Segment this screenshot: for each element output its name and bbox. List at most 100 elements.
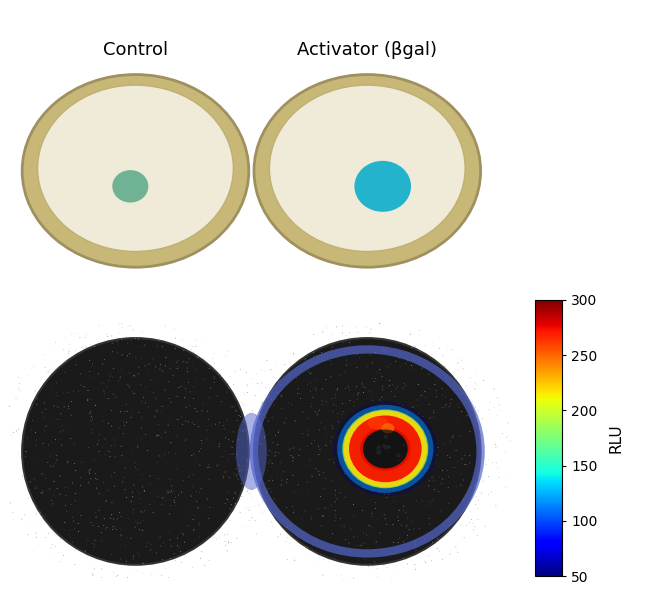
Point — [492, 410, 502, 420]
Point — [436, 479, 447, 488]
Point — [355, 425, 366, 434]
Point — [120, 541, 131, 550]
Point — [115, 554, 126, 564]
Point — [103, 419, 114, 428]
Point — [221, 350, 231, 360]
Point — [505, 436, 516, 445]
Point — [246, 489, 256, 499]
Point — [501, 433, 512, 442]
Point — [330, 490, 341, 500]
Point — [83, 478, 94, 488]
Point — [442, 451, 453, 460]
Point — [161, 321, 171, 331]
Point — [119, 421, 130, 430]
Point — [21, 437, 31, 446]
Point — [413, 401, 423, 411]
Point — [305, 379, 316, 388]
Point — [264, 392, 274, 402]
Point — [406, 361, 417, 370]
Point — [318, 571, 328, 580]
Point — [337, 543, 348, 553]
Point — [288, 456, 298, 466]
Point — [161, 495, 171, 505]
Point — [86, 406, 96, 416]
Point — [100, 434, 110, 444]
Circle shape — [254, 338, 480, 565]
Point — [264, 506, 274, 515]
Point — [19, 364, 29, 374]
Point — [231, 449, 242, 459]
Point — [390, 565, 401, 574]
Point — [270, 431, 281, 440]
Point — [267, 459, 278, 469]
Point — [369, 333, 380, 343]
Point — [156, 452, 167, 461]
Point — [352, 394, 363, 404]
Point — [337, 575, 348, 585]
Point — [427, 538, 438, 547]
Point — [250, 410, 261, 420]
Point — [128, 371, 139, 380]
Point — [464, 518, 475, 527]
Point — [363, 361, 373, 371]
Point — [432, 451, 442, 460]
Point — [115, 407, 126, 416]
Point — [165, 535, 175, 545]
Point — [284, 520, 294, 530]
Point — [299, 355, 310, 365]
Point — [399, 406, 410, 415]
Point — [37, 469, 47, 479]
Point — [179, 538, 190, 547]
Point — [451, 446, 462, 455]
Point — [250, 391, 260, 400]
Point — [403, 356, 413, 365]
Point — [276, 457, 286, 467]
Point — [61, 491, 72, 500]
Point — [242, 388, 253, 397]
Point — [127, 487, 138, 497]
Point — [90, 401, 101, 410]
Point — [209, 365, 219, 375]
Point — [373, 456, 383, 466]
Point — [340, 535, 351, 544]
Point — [87, 359, 98, 368]
Point — [29, 475, 39, 484]
Point — [30, 428, 41, 437]
Point — [0, 441, 6, 451]
Point — [367, 481, 378, 490]
Point — [12, 459, 23, 469]
Point — [314, 425, 324, 435]
Point — [187, 358, 198, 367]
Point — [407, 343, 417, 352]
Point — [126, 413, 136, 422]
Point — [401, 541, 411, 551]
Point — [444, 520, 455, 530]
Point — [212, 391, 223, 401]
Point — [389, 497, 399, 506]
Point — [180, 357, 191, 367]
Point — [223, 536, 234, 546]
Point — [196, 484, 207, 494]
Point — [166, 481, 177, 491]
Point — [134, 551, 145, 561]
Point — [136, 531, 147, 541]
Point — [199, 561, 210, 571]
Point — [384, 381, 395, 391]
Point — [107, 347, 118, 356]
Point — [353, 350, 363, 359]
Point — [306, 439, 317, 448]
Point — [76, 457, 87, 467]
Point — [227, 437, 238, 446]
Point — [238, 417, 249, 427]
Point — [87, 569, 98, 579]
Point — [308, 392, 318, 402]
Point — [94, 446, 104, 456]
Point — [267, 413, 278, 422]
Point — [407, 555, 417, 565]
Point — [214, 418, 225, 427]
Point — [89, 540, 100, 550]
Point — [48, 461, 59, 471]
Point — [321, 440, 332, 450]
Point — [242, 455, 252, 464]
Point — [402, 407, 413, 416]
